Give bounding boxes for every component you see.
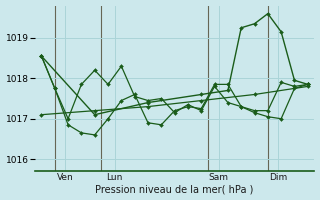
X-axis label: Pression niveau de la mer( hPa ): Pression niveau de la mer( hPa ) [95,184,254,194]
